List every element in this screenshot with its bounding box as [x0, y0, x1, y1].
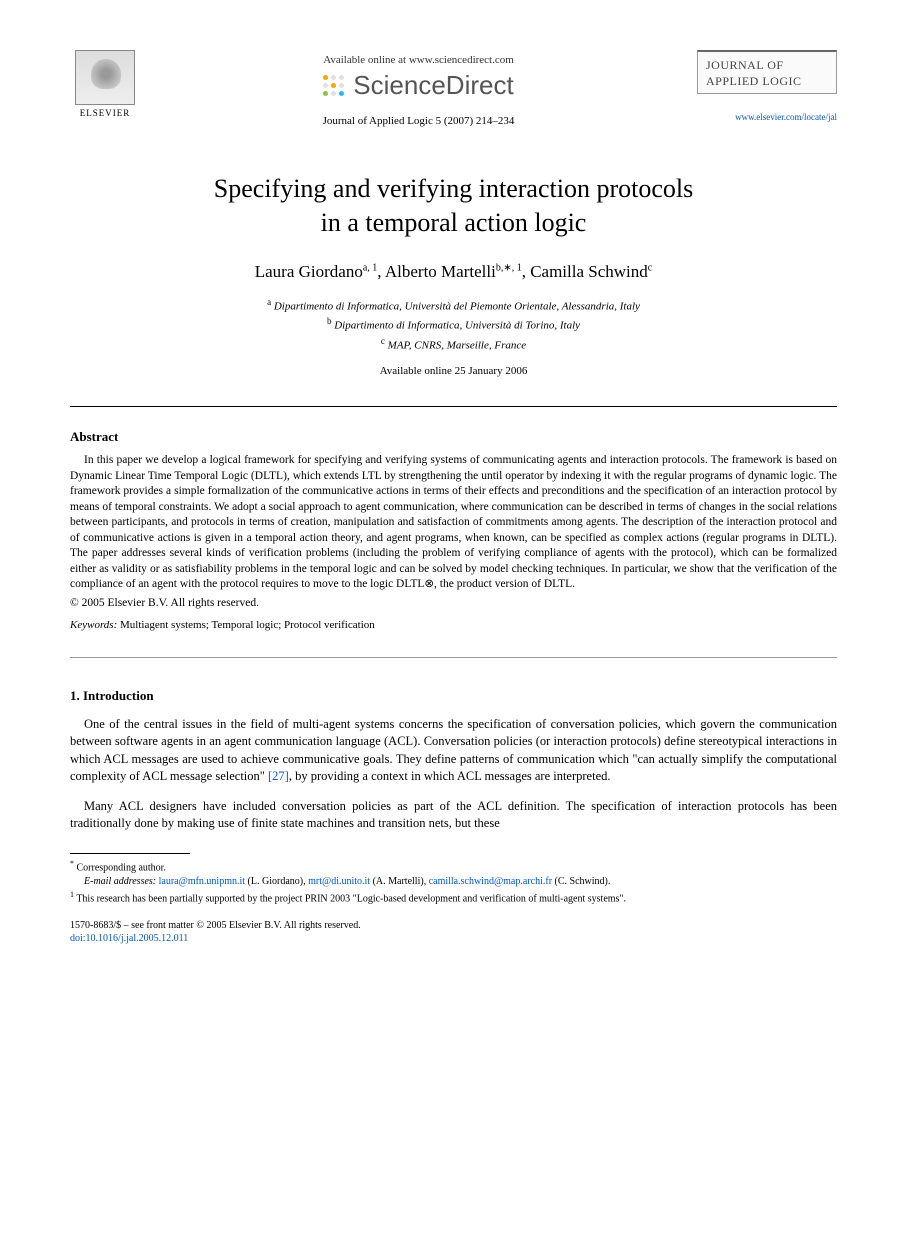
doi-link[interactable]: doi:10.1016/j.jal.2005.12.011: [70, 932, 837, 945]
sd-dot: [323, 91, 328, 96]
affil-marker: a: [267, 297, 271, 307]
intro-paragraph-1: One of the central issues in the field o…: [70, 716, 837, 786]
issn-line: 1570-8683/$ – see front matter © 2005 El…: [70, 919, 837, 932]
journal-url-text: www.elsevier.com/locate/jal: [735, 112, 837, 122]
abstract-heading: Abstract: [70, 429, 837, 445]
author-name: Laura Giordano: [255, 262, 363, 281]
available-online-date: Available online 25 January 2006: [70, 364, 837, 380]
email-who: (C. Schwind).: [552, 876, 610, 887]
journal-url-link[interactable]: www.elsevier.com/locate/jal: [697, 112, 837, 122]
affiliation-c: MAP, CNRS, Marseille, France: [388, 339, 527, 351]
footnote-marker: *: [70, 859, 74, 868]
funding-text: This research has been partially support…: [76, 894, 626, 905]
sd-dot: [331, 75, 336, 80]
author-name: Alberto Martelli: [385, 262, 496, 281]
elsevier-tree-icon: [75, 50, 135, 105]
sd-dot: [339, 75, 344, 80]
divider: [70, 657, 837, 658]
sd-dot: [339, 83, 344, 88]
available-online-text: Available online at www.sciencedirect.co…: [140, 54, 697, 66]
author-sup: c: [648, 262, 652, 273]
title-line2: in a temporal action logic: [321, 208, 587, 237]
sd-dot: [331, 83, 336, 88]
affil-marker: c: [381, 336, 385, 346]
elsevier-name: ELSEVIER: [80, 108, 131, 118]
citation-line: Journal of Applied Logic 5 (2007) 214–23…: [140, 115, 697, 127]
author-list: Laura Giordanoa, 1, Alberto Martellib,∗,…: [70, 262, 837, 282]
journal-name-line2: APPLIED LOGIC: [706, 74, 828, 90]
keywords-line: Keywords: Multiagent systems; Temporal l…: [70, 619, 837, 631]
abstract-copyright: © 2005 Elsevier B.V. All rights reserved…: [70, 597, 837, 609]
section-heading: 1. Introduction: [70, 688, 837, 704]
corresponding-author-note: * Corresponding author.: [70, 858, 837, 875]
intro-p1-part2: , by providing a context in which ACL me…: [289, 769, 611, 783]
author-sup: b,∗, 1: [496, 262, 522, 273]
sciencedirect-logo: ScienceDirect: [140, 70, 697, 101]
journal-box: JOURNAL OF APPLIED LOGIC: [697, 50, 837, 94]
center-header: Available online at www.sciencedirect.co…: [140, 50, 697, 127]
title-block: Specifying and verifying interaction pro…: [70, 172, 837, 380]
journal-name-line1: JOURNAL OF: [706, 58, 828, 74]
sd-dot: [331, 91, 336, 96]
affiliation-a: Dipartimento di Informatica, Università …: [274, 300, 640, 312]
footnote-rule: [70, 853, 190, 854]
email-who: (A. Martelli),: [370, 876, 429, 887]
bottom-block: 1570-8683/$ – see front matter © 2005 El…: [70, 919, 837, 945]
page-header: ELSEVIER Available online at www.science…: [70, 50, 837, 130]
funding-note: 1 This research has been partially suppo…: [70, 889, 837, 906]
email-link[interactable]: camilla.schwind@map.archi.fr: [429, 876, 552, 887]
email-label: E-mail addresses:: [84, 876, 156, 887]
email-link[interactable]: laura@mfn.unipmn.it: [159, 876, 245, 887]
keywords-value: Multiagent systems; Temporal logic; Prot…: [117, 619, 374, 631]
paper-title: Specifying and verifying interaction pro…: [70, 172, 837, 240]
abstract-section: Abstract In this paper we develop a logi…: [70, 429, 837, 631]
title-line1: Specifying and verifying interaction pro…: [214, 174, 693, 203]
corr-label: Corresponding author.: [77, 862, 166, 873]
intro-paragraph-2: Many ACL designers have included convers…: [70, 798, 837, 833]
email-link[interactable]: mrt@di.unito.it: [308, 876, 370, 887]
sd-dot: [339, 91, 344, 96]
affiliation-b: Dipartimento di Informatica, Università …: [334, 320, 580, 332]
sciencedirect-dots-icon: [323, 75, 345, 97]
sciencedirect-text: ScienceDirect: [353, 70, 513, 101]
divider: [70, 406, 837, 407]
citation-link[interactable]: [27]: [268, 769, 289, 783]
abstract-body: In this paper we develop a logical frame…: [70, 453, 837, 593]
keywords-label: Keywords:: [70, 619, 117, 631]
author-name: Camilla Schwind: [530, 262, 648, 281]
sd-dot: [323, 75, 328, 80]
affil-marker: b: [327, 316, 332, 326]
email-who: (L. Giordano),: [245, 876, 308, 887]
elsevier-logo: ELSEVIER: [70, 50, 140, 130]
sd-dot: [323, 83, 328, 88]
author-sup: a, 1: [363, 262, 377, 273]
footnotes: * Corresponding author. E-mail addresses…: [70, 858, 837, 907]
footnote-marker: 1: [70, 890, 74, 899]
affiliations: a Dipartimento di Informatica, Universit…: [70, 296, 837, 381]
journal-box-wrapper: JOURNAL OF APPLIED LOGIC www.elsevier.co…: [697, 50, 837, 122]
doi-text: doi:10.1016/j.jal.2005.12.011: [70, 933, 188, 944]
email-addresses-line: E-mail addresses: laura@mfn.unipmn.it (L…: [70, 875, 837, 889]
